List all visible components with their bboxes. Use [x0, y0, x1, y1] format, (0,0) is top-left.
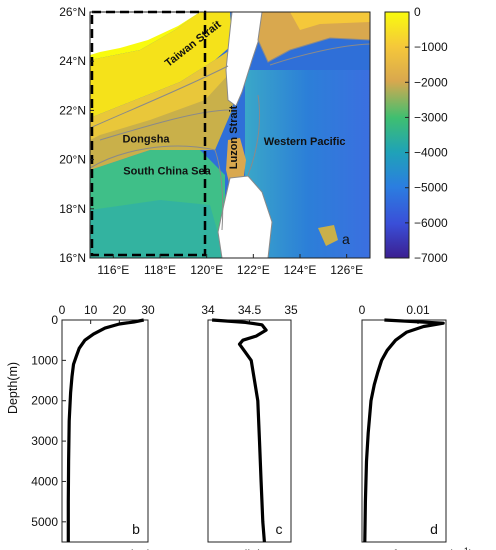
map-place-label: Luzon Strait — [228, 105, 240, 169]
map-x-tick-labels: 116°E 118°E 120°E 122°E 124°E 126°E — [97, 254, 363, 277]
colorbar-tick-label: −6000 — [414, 216, 448, 230]
colorbar-tick-label: −5000 — [414, 181, 448, 195]
map-y-tick-label: 20°N — [59, 153, 86, 167]
profile-x-tick-label: 20 — [113, 303, 127, 317]
colorbar-tick-label: −7000 — [414, 251, 448, 265]
colorbar-tick-labels: 0 −1000 −2000 −3000 −4000 −5000 −6000 −7000 — [405, 5, 448, 265]
profile-line — [211, 318, 268, 543]
salinity-profile-panel-c: 34 34.5 35 c Salinity — [201, 303, 298, 550]
profile-line — [66, 318, 145, 542]
profile-x-tick-label: 0.01 — [406, 303, 430, 317]
profile-y-tick-label: 5000 — [31, 515, 58, 529]
map-y-tick-label: 18°N — [59, 202, 86, 216]
profile-x-tick-label: 0 — [359, 303, 366, 317]
profile-x-tick-label: 10 — [84, 303, 98, 317]
profile-x-tick-label: 30 — [141, 303, 155, 317]
map-x-tick-label: 126°E — [330, 263, 363, 277]
depth-axis-label: Depth(m) — [6, 362, 20, 414]
map-y-tick-labels: 16°N 18°N 20°N 22°N 24°N 26°N — [59, 5, 94, 265]
map-x-tick-label: 124°E — [284, 263, 317, 277]
study-area-box — [90, 10, 207, 257]
profile-x-tick-label: 0 — [59, 303, 66, 317]
profile-line — [363, 318, 445, 543]
buoyancy-profile-panel-d: 0 0.01 d Buoyency frequency(s−1) — [335, 303, 473, 550]
panel-letter: b — [132, 521, 140, 537]
profile-y-tick-label: 1000 — [31, 353, 58, 367]
map-panel-a: 116°E 118°E 120°E 122°E 124°E 126°E 16°N 18°N 2… — [59, 5, 371, 277]
map-y-tick-label: 16°N — [59, 251, 86, 265]
profile-x-label: Buoyency frequency(s−1) — [335, 546, 473, 550]
profile-y-tick-label: 4000 — [31, 474, 58, 488]
map-x-tick-label: 120°E — [190, 263, 223, 277]
colorbar-tick-label: −3000 — [414, 110, 448, 124]
profile-frame — [361, 319, 447, 543]
colorbar-tick-label: −1000 — [414, 40, 448, 54]
profile-frame — [61, 319, 149, 543]
panel-letter: c — [276, 521, 283, 537]
colorbar-tick-label: −2000 — [414, 75, 448, 89]
map-place-label: Dongsha — [122, 133, 170, 145]
temperature-profile-panel-b: 0 10 20 30 0 1000 2000 3000 4000 5000 b Temperature… — [31, 303, 155, 550]
panel-letter: d — [430, 521, 438, 537]
colorbar-tick-label: 0 — [414, 5, 421, 19]
map-y-tick-label: 24°N — [59, 54, 86, 68]
map-x-tick-label: 118°E — [144, 263, 176, 277]
profile-frame — [207, 319, 292, 543]
colorbar: 0 −1000 −2000 −3000 −4000 −5000 −6000 −7000 — [384, 5, 448, 265]
map-y-tick-label: 22°N — [59, 103, 86, 117]
panel-a-letter: a — [342, 231, 350, 247]
profile-y-tick-label: 3000 — [31, 434, 58, 448]
map-x-tick-label: 116°E — [97, 263, 129, 277]
map-x-tick-label: 122°E — [237, 263, 270, 277]
map-place-label: Western Pacific — [264, 136, 346, 148]
profile-x-tick-label: 34.5 — [238, 303, 262, 317]
profile-y-tick-label: 2000 — [31, 394, 58, 408]
profile-x-tick-label: 34 — [201, 303, 215, 317]
colorbar-tick-label: −4000 — [414, 146, 448, 160]
profile-x-label: Salinity — [229, 548, 270, 550]
profile-x-tick-label: 35 — [284, 303, 298, 317]
map-y-tick-label: 26°N — [59, 5, 86, 19]
profile-x-label: Temperature(°C) — [59, 548, 152, 550]
map-place-label: South China Sea — [123, 165, 211, 177]
profile-y-tick-label: 0 — [51, 313, 58, 327]
